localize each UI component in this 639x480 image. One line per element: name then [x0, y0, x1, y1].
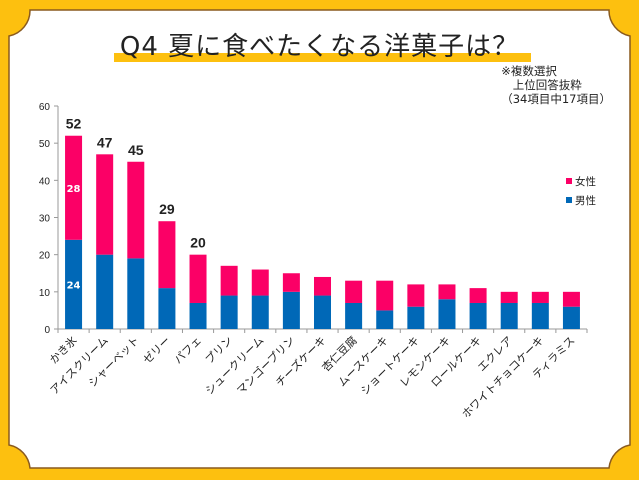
y-tick-label: 10 — [39, 288, 51, 299]
bar-segment-female — [407, 284, 425, 307]
bar-segment-male — [189, 302, 207, 329]
note-line: ※複数選択 — [501, 64, 557, 78]
bar-segment-male — [220, 295, 238, 329]
bar-segment-male — [469, 302, 487, 329]
bar-segment-male — [65, 239, 83, 329]
title-highlight — [113, 53, 532, 62]
bar-segment-female — [251, 269, 269, 296]
chart-title: Q4 夏に食べたくなる洋菓子は？ — [113, 26, 532, 63]
bar-segment-female — [500, 291, 518, 303]
bar-segment-female — [158, 221, 176, 289]
y-tick-label: 50 — [39, 139, 51, 150]
bar-segment-male — [251, 295, 269, 329]
survey-note: ※複数選択 上位回答抜粋 （34項目中17項目） — [501, 64, 611, 106]
legend-swatch-female — [566, 178, 572, 184]
bar-segment-female — [314, 276, 331, 296]
y-tick-label: 60 — [39, 102, 51, 113]
bar-segment-female — [562, 291, 580, 307]
bar-segment-male — [407, 306, 425, 329]
chart-title-text: Q4 夏に食べたくなる洋菓子は？ — [119, 32, 520, 62]
bar-segment-female — [438, 284, 456, 300]
total-label: 29 — [159, 201, 175, 217]
x-category-label: ゼリー — [141, 334, 174, 367]
total-label: 47 — [97, 134, 113, 150]
bar-segment-male — [376, 310, 394, 329]
bar-segment-female — [127, 161, 145, 259]
bar-segment-male — [438, 299, 456, 329]
total-label: 45 — [128, 142, 144, 158]
legend-swatch-male — [566, 197, 572, 203]
bar-segment-female — [469, 288, 487, 303]
female-value-label: 28 — [67, 184, 81, 195]
y-tick-label: 20 — [39, 251, 51, 262]
total-label: 20 — [190, 235, 206, 251]
y-tick-label: 0 — [44, 325, 50, 336]
bar-segment-male — [531, 302, 549, 329]
bar-segment-male — [96, 254, 114, 329]
bar-segment-female — [220, 265, 238, 296]
bar-segment-female — [376, 280, 394, 311]
bar-segment-female — [531, 291, 549, 303]
bar-segment-male — [345, 302, 363, 329]
y-tick-label: 30 — [39, 214, 51, 225]
legend-label-female: 女性 — [575, 175, 596, 188]
bar-segment-female — [65, 135, 83, 240]
note-line: 上位回答抜粋 — [501, 78, 582, 92]
bar-segment-female — [345, 280, 363, 303]
x-category-label: パフェ — [172, 334, 205, 367]
title-container: Q4 夏に食べたくなる洋菓子は？ — [0, 26, 639, 63]
y-tick-label: 40 — [39, 176, 51, 187]
bar-segment-male — [500, 302, 518, 329]
bar-segment-male — [127, 258, 145, 329]
bar-segment-male — [314, 295, 331, 329]
bar-segment-male — [562, 306, 580, 329]
bar-segment-female — [96, 154, 114, 255]
legend-label-male: 男性 — [575, 194, 596, 207]
bar-segment-male — [282, 291, 300, 329]
bar-segment-female — [189, 254, 207, 303]
bar-segment-male — [158, 288, 176, 329]
bar-segment-female — [282, 273, 300, 292]
note-line: （34項目中17項目） — [501, 92, 611, 106]
male-value-label: 24 — [67, 280, 81, 291]
total-label: 52 — [66, 116, 82, 132]
